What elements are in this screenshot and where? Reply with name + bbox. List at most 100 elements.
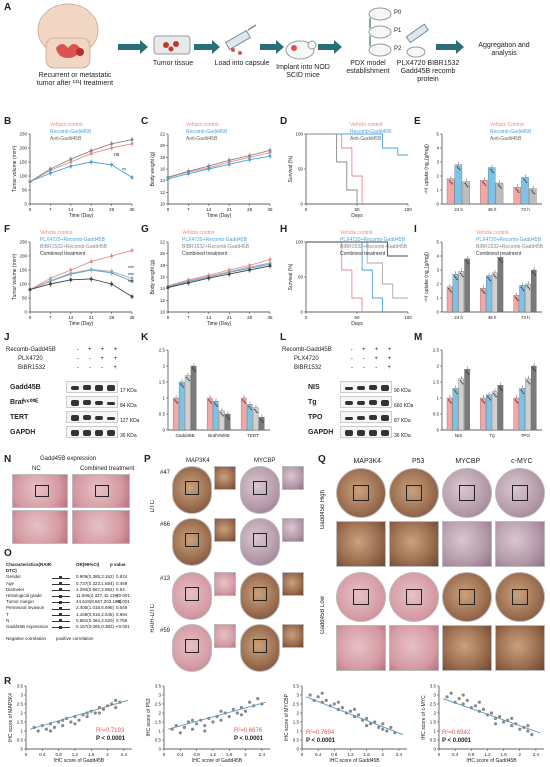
data-point [227,162,231,166]
x-axis-label: IHC score of Gadd45B [329,758,380,764]
replicate-dot [175,400,177,403]
x-tick-label: 72 h [521,315,530,320]
mark: - [76,356,79,362]
x-tick-label: 2.4 [259,752,266,757]
x-tick-label: 35 [129,207,135,212]
replicate-dot [483,402,486,404]
panel-label-d: D [280,116,288,127]
x-tick-label: 2 [106,752,109,757]
ihc-image [240,624,280,672]
kda-label: 36 KDa [120,433,137,439]
y-axis-label: Body weight (g) [150,259,156,294]
y-tick-label: 50 [298,167,304,172]
y-axis-label: Tumor volume (mm³) [12,145,18,192]
bar [452,274,459,313]
scatter-point [178,731,182,735]
treatment-marks-row: - + + + [72,346,122,355]
y-tick-label: 2 [162,364,165,369]
bar [246,404,253,431]
bar [519,388,525,431]
forest-characteristic: Gender [6,574,22,580]
scatter-point [69,720,73,724]
scatter-point [320,700,324,704]
bar [184,375,191,431]
panel-h-survival-chart: 0 50 100 Survival (%) Days 0 50 100 [288,240,412,328]
blot-strip [66,411,118,423]
blot-strip [340,381,392,393]
bar [495,182,504,205]
ihc-zoom [282,572,304,596]
data-point [110,269,114,273]
ihc-image [442,572,492,622]
x-tick-label: 35 [267,315,273,320]
x-tick-label: 2.4 [533,752,540,757]
replicate-dot [533,272,535,275]
replicate-dot [467,263,470,265]
series-line [29,139,133,182]
replicate-dot [488,397,490,399]
header-cell: OR(95%CI) [76,562,100,567]
bar [497,257,504,313]
survival-curve [306,133,408,156]
data-point [207,276,211,280]
x-axis-label: IHC score of Gadd45B [192,758,243,764]
scatter-point [36,729,40,733]
treatment-marks-row: - - - + [72,364,122,373]
y-axis-label: Survival (%) [288,263,294,290]
data-point [130,175,134,179]
x-tick-label: 21 [89,315,95,320]
x-tick-label: 7 [187,315,190,320]
scatter-point [207,716,211,720]
panel-label-m: M [414,332,423,343]
panel-label-l: L [280,332,287,343]
replicate-dot [481,289,483,291]
scatter-point [186,720,191,724]
x-tick-label: 0.4 [177,752,184,757]
scatter-point [457,697,461,701]
mark: + [387,347,392,353]
blot-strip [340,426,392,438]
bar [491,272,498,313]
y-tick-label: 50 [22,296,28,301]
scatter-point [223,711,227,715]
scatter-point [239,713,244,717]
x-tick-label: 7 [49,315,52,320]
x-tick-label: 2.4 [121,752,128,757]
scatter-point [461,702,465,706]
x-tick-label: 35 [267,207,273,212]
scatter-point [493,716,498,720]
mark: - [76,347,79,353]
replicate-dot [487,396,489,398]
forest-characteristic: T [6,611,9,617]
data-point [248,154,252,158]
x-axis-label: Time (Day) [69,213,94,219]
y-axis-label: ¹³¹I uptake (ng_[g/mg]) [424,252,430,302]
ihc-zoom [442,521,492,567]
forest-p: 0.765 [116,617,128,623]
replicate-dot [500,187,502,189]
scatter-point [453,700,457,704]
blot-strip [66,426,118,438]
panel-f-sig: *** *** *** [128,266,134,287]
replicate-dot [226,415,228,417]
bar [529,188,537,205]
panel-r-scatter-cmyc: 0 0.5 1 1.5 2 2.5 3 3.5 IHC score of c-MYC IHC sc… [421,684,544,764]
blot-label: GAPDH [308,429,334,436]
scatter-point [526,729,530,733]
replicate-dot [532,271,534,273]
replicate-dot [522,289,525,292]
scatter-point [324,698,328,702]
scatter-point [522,725,526,729]
scatter-point [190,718,195,722]
x-tick-label: 0 [301,752,304,757]
x-tick-label: 0 [305,207,308,212]
bar [454,164,463,205]
survival-curve [306,133,358,204]
y-tick-label: 14 [160,178,166,183]
legend-item: Vehicle control [182,230,215,236]
legend-item: Recomb-Gadd45B [350,129,392,135]
ihc-image [336,572,386,622]
replicate-dot [260,418,262,420]
scatter-point [97,711,101,715]
forest-or: 11.506(4.327,42.119) [76,593,119,599]
